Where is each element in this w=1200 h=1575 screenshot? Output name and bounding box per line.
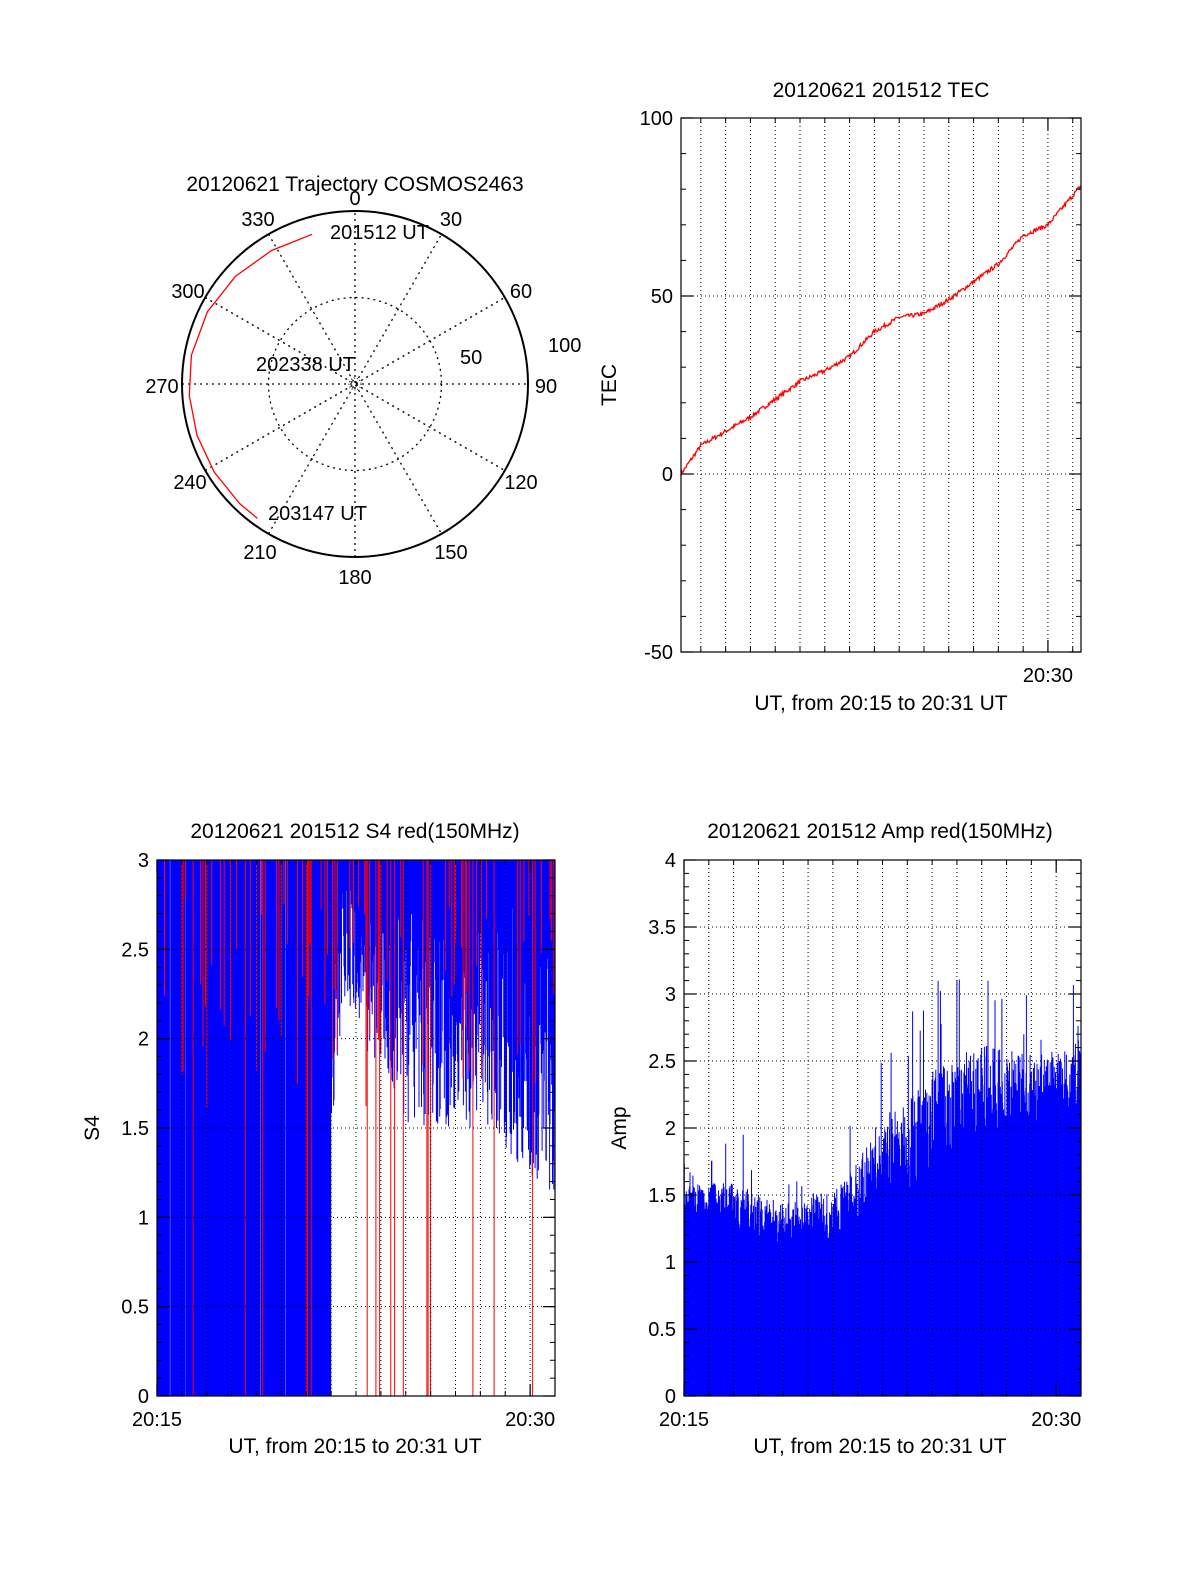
tec-plot-frame xyxy=(680,117,1082,653)
polar-spoke-30 xyxy=(267,233,443,535)
amp-x-axis-label: UT, from 20:15 to 20:31 UT xyxy=(753,1435,1006,1458)
trajectory-line xyxy=(188,233,313,519)
tec-title: 20120621 201512 TEC xyxy=(773,79,990,102)
tec-y-ticks: -50 0 50 100 xyxy=(640,108,1081,664)
tec-x-axis-label: UT, from 20:15 to 20:31 UT xyxy=(754,692,1007,715)
amp-ytick-label-1: 0.5 xyxy=(648,1319,676,1341)
polar-azimuth-label-240: 240 xyxy=(173,472,206,494)
polar-spoke-120 xyxy=(204,296,506,472)
s4-title: 20120621 201512 S4 red(150MHz) xyxy=(190,820,519,843)
s4-grid xyxy=(157,860,555,1396)
tec-ytick-label-0: -50 xyxy=(644,642,673,664)
amp-title: 20120621 201512 Amp red(150MHz) xyxy=(707,820,1053,843)
amp-y-ticks: 0 0.5 1 1.5 2 2.5 3 3.5 4 xyxy=(648,850,1081,1408)
trajectory-start-time: 201512 UT xyxy=(330,222,429,244)
amp-series xyxy=(683,979,1082,1396)
s4-ytick-label-0: 0 xyxy=(138,1386,149,1408)
s4-x-ticks: 20:15 20:30 xyxy=(132,860,555,1431)
trajectory-end-time: 203147 UT xyxy=(268,503,367,525)
tec-ytick-label-3: 100 xyxy=(640,108,673,130)
tec-series-line xyxy=(680,185,1082,477)
polar-spoke-60 xyxy=(204,296,506,472)
trajectory-mid-time: 202338 UT xyxy=(256,354,355,376)
amp-ytick-label-2: 1 xyxy=(665,1252,676,1274)
amp-ytick-label-8: 4 xyxy=(665,850,676,872)
s4-y-ticks: 0 0.5 1 1.5 2 2.5 3 xyxy=(121,850,555,1408)
tec-y-axis-label: TEC xyxy=(598,364,621,406)
polar-grid xyxy=(182,211,528,557)
s4-ytick-label-6: 3 xyxy=(138,850,149,872)
s4-chart: 20120621 201512 S4 red(150MHz) 00.511.52… xyxy=(81,820,556,1458)
tec-x-ticks: 20:30 xyxy=(700,118,1074,687)
polar-ring-50 xyxy=(267,296,443,472)
tec-chart: 20120621 201512 TEC -50 0 50 100 20:30 UT, … xyxy=(598,79,1082,715)
amp-xtick-label-1: 20:30 xyxy=(1031,1409,1081,1431)
amp-chart: 20120621 201512 Amp red(150MHz) 0 0.5 1 1.5… xyxy=(608,820,1082,1458)
polar-trajectory-chart: 20120621 Trajectory COSMOS2463 0 30 60 90 12… xyxy=(145,173,581,589)
s4-ytick-label-4: 2 xyxy=(138,1029,149,1051)
amp-ytick-label-3: 1.5 xyxy=(648,1185,676,1207)
polar-outer-circle xyxy=(181,210,529,558)
s4-ytick-label-2: 1 xyxy=(138,1207,149,1229)
polar-azimuth-label-0: 0 xyxy=(349,188,360,210)
polar-ring-label-50: 50 xyxy=(460,347,482,369)
polar-azimuth-label-150: 150 xyxy=(434,542,467,564)
polar-azimuth-label-300: 300 xyxy=(171,281,204,303)
tec-ytick-label-2: 50 xyxy=(651,286,673,308)
polar-azimuth-label-90: 90 xyxy=(535,376,557,398)
polar-azimuth-labels: 0 30 60 90 120 150 180 210 240 270 300 330 xyxy=(145,188,557,589)
tec-xtick-label-0: 20:30 xyxy=(1023,665,1073,687)
s4-ytick-label-5: 2.5 xyxy=(121,939,149,961)
polar-azimuth-label-120: 120 xyxy=(504,472,537,494)
polar-title: 20120621 Trajectory COSMOS2463 xyxy=(186,173,523,196)
amp-xtick-label-0: 20:15 xyxy=(659,1409,709,1431)
amp-ytick-label-7: 3.5 xyxy=(648,917,676,939)
polar-center-ring xyxy=(348,377,362,391)
amp-ytick-label-5: 2.5 xyxy=(648,1051,676,1073)
amp-y-axis-label: Amp xyxy=(608,1106,631,1149)
tec-grid xyxy=(681,118,1081,652)
s4-xtick-label-0: 20:15 xyxy=(132,1409,182,1431)
polar-azimuth-label-330: 330 xyxy=(241,209,274,231)
polar-azimuth-label-30: 30 xyxy=(440,209,462,231)
amp-ytick-label-0: 0 xyxy=(665,1386,676,1408)
amp-bars xyxy=(683,979,1082,1396)
polar-azimuth-label-210: 210 xyxy=(243,542,276,564)
polar-azimuth-label-180: 180 xyxy=(338,567,371,589)
s4-ytick-label-1: 0.5 xyxy=(121,1297,149,1319)
polar-spoke-150 xyxy=(267,233,443,535)
s4-xtick-label-1: 20:30 xyxy=(505,1409,555,1431)
polar-azimuth-label-60: 60 xyxy=(510,281,532,303)
amp-ytick-label-4: 2 xyxy=(665,1118,676,1140)
s4-y-axis-label: S4 xyxy=(81,1115,104,1141)
polar-azimuth-label-270: 270 xyxy=(145,376,178,398)
amp-ytick-label-6: 3 xyxy=(665,984,676,1006)
s4-x-axis-label: UT, from 20:15 to 20:31 UT xyxy=(228,1435,481,1458)
s4-ytick-label-3: 1.5 xyxy=(121,1118,149,1140)
amp-grid xyxy=(684,860,1081,1396)
polar-ring-label-100: 100 xyxy=(548,335,581,357)
amp-x-ticks: 20:15 20:30 xyxy=(659,860,1081,1431)
tec-ytick-label-1: 0 xyxy=(662,464,673,486)
